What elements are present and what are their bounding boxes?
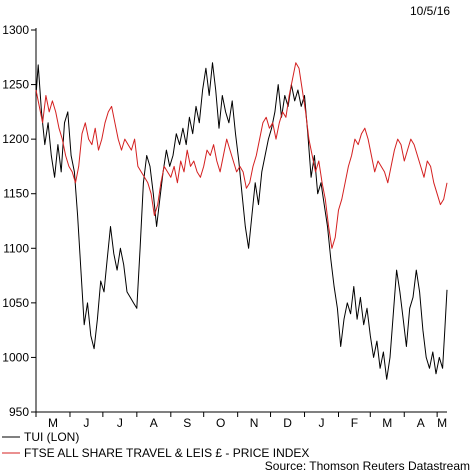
x-tick-label: A: [150, 416, 158, 430]
y-tick-label: 1200: [2, 132, 29, 146]
chart-date: 10/5/16: [410, 4, 450, 18]
x-tick-label: S: [183, 416, 191, 430]
legend-label: FTSE ALL SHARE TRAVEL & LEIS £ - PRICE I…: [24, 446, 309, 460]
source-note: Source: Thomson Reuters Datastream: [265, 459, 470, 473]
legend: TUI (LON) FTSE ALL SHARE TRAVEL & LEIS £ …: [2, 430, 309, 460]
legend-label: TUI (LON): [24, 430, 79, 444]
x-tick-label: M: [437, 416, 447, 430]
x-tick-label: O: [216, 416, 225, 430]
x-tick-label: J: [117, 416, 123, 430]
x-tick-label: F: [351, 416, 358, 430]
x-tick-label: J: [319, 416, 325, 430]
y-tick-label: 1250: [2, 78, 29, 92]
x-tick-label: A: [417, 416, 425, 430]
x-tick-label: J: [83, 416, 89, 430]
y-tick-label: 1150: [3, 187, 29, 201]
x-tick-label: D: [283, 416, 292, 430]
y-tick-label: 1000: [2, 350, 29, 364]
x-tick-label: N: [250, 416, 259, 430]
plot-area: 950 1000 1050 1100 1150 1200 1250 1300 M J J A S O N D J…: [2, 23, 448, 430]
x-tick-label: M: [382, 416, 392, 430]
y-tick-label: 1050: [2, 296, 29, 310]
series-line-ftse-travel-leisure: [35, 62, 448, 249]
y-tick-label: 1300: [2, 23, 29, 37]
x-tick-label: M: [48, 416, 58, 430]
y-tick-label: 1100: [3, 241, 29, 255]
y-tick-label: 950: [9, 405, 29, 419]
series-line-tui: [35, 62, 448, 380]
